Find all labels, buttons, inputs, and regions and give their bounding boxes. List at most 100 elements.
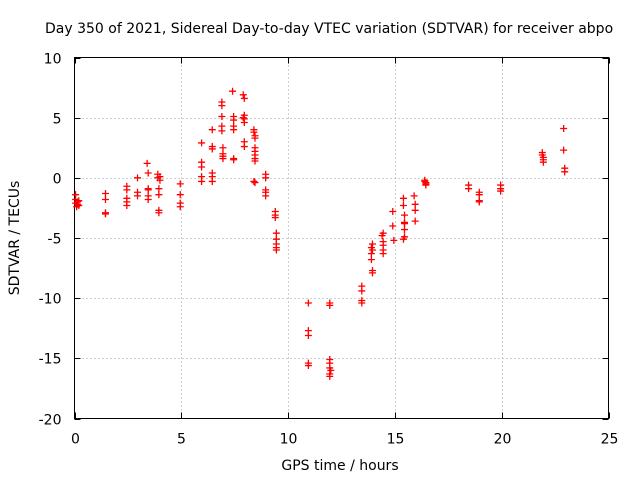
chart-title: Day 350 of 2021, Sidereal Day-to-day VTE… xyxy=(45,21,613,37)
data-point xyxy=(75,202,83,210)
data-point xyxy=(411,206,419,214)
data-point xyxy=(399,235,407,243)
data-point xyxy=(239,114,247,122)
y-tick-label: -10 xyxy=(39,292,62,308)
data-point xyxy=(239,91,247,99)
data-point xyxy=(218,127,226,135)
data-point xyxy=(368,246,376,254)
data-point xyxy=(198,139,206,147)
data-point xyxy=(367,250,375,258)
data-point xyxy=(561,168,569,176)
data-point xyxy=(389,208,397,216)
data-point xyxy=(327,366,335,374)
x-tick-label: 15 xyxy=(387,432,405,448)
data-point xyxy=(219,155,227,163)
data-point xyxy=(379,250,387,258)
data-point xyxy=(198,163,206,171)
data-point xyxy=(304,299,312,307)
data-point xyxy=(123,186,131,194)
data-point xyxy=(250,128,258,136)
data-point xyxy=(208,126,216,134)
data-point xyxy=(101,195,109,203)
x-axis-label: GPS time / hours xyxy=(281,458,398,474)
data-point xyxy=(304,362,312,370)
data-point xyxy=(326,372,334,380)
data-point xyxy=(304,331,312,339)
data-point xyxy=(250,177,258,185)
data-point xyxy=(465,185,473,193)
data-point xyxy=(368,269,376,277)
data-point xyxy=(475,191,483,199)
data-point xyxy=(101,189,109,197)
y-tick-label: 5 xyxy=(53,112,62,128)
y-tick-label: -5 xyxy=(48,232,62,248)
data-point xyxy=(230,156,238,164)
data-point xyxy=(390,236,398,244)
y-tick-label: 0 xyxy=(53,172,62,188)
data-point xyxy=(240,118,248,126)
data-point xyxy=(134,174,142,182)
data-point xyxy=(144,169,152,177)
y-tick-label: -15 xyxy=(39,352,62,368)
data-point xyxy=(176,203,184,211)
data-point xyxy=(240,94,248,102)
data-point xyxy=(358,299,366,307)
data-point xyxy=(219,144,227,152)
data-point xyxy=(401,211,409,219)
y-tick-label: 10 xyxy=(44,52,62,68)
data-point xyxy=(422,181,430,189)
data-point xyxy=(218,112,226,120)
data-point xyxy=(198,177,206,185)
data-point xyxy=(497,187,505,195)
x-tick-label: 0 xyxy=(71,432,80,448)
data-point xyxy=(230,116,238,124)
data-point xyxy=(326,301,334,309)
data-point xyxy=(272,246,280,254)
data-point xyxy=(208,177,216,185)
x-tick-label: 25 xyxy=(601,432,619,448)
data-point xyxy=(539,158,547,166)
data-point xyxy=(156,176,164,184)
grid-layer xyxy=(74,57,609,419)
data-point xyxy=(399,202,407,210)
data-point xyxy=(379,229,387,237)
data-point xyxy=(74,200,82,208)
y-tick-label: -20 xyxy=(39,413,62,429)
data-point xyxy=(251,134,259,142)
data-point xyxy=(262,192,270,200)
y-axis-label: SDTVAR / TECUs xyxy=(7,181,23,296)
data-point xyxy=(389,222,397,230)
data-point xyxy=(560,146,568,154)
data-point xyxy=(144,195,152,203)
data-point xyxy=(262,174,270,182)
data-point xyxy=(123,202,131,210)
data-point xyxy=(399,194,407,202)
data-point xyxy=(176,191,184,199)
ticks-layer: 0 5 10 15 20 25 -20 -15 -10 -5 0 5 10 xyxy=(39,52,619,448)
data-point xyxy=(411,200,419,208)
x-tick-label: 20 xyxy=(494,432,512,448)
data-point xyxy=(218,102,226,110)
data-point xyxy=(155,191,163,199)
points-layer xyxy=(72,87,569,380)
data-point xyxy=(143,159,151,167)
data-point xyxy=(101,210,109,218)
data-point xyxy=(155,185,163,193)
data-point xyxy=(240,143,248,151)
data-point xyxy=(251,179,259,187)
data-point xyxy=(475,198,483,206)
data-point xyxy=(368,240,376,248)
data-point xyxy=(144,186,152,194)
data-point xyxy=(176,180,184,188)
data-point xyxy=(251,157,259,165)
data-point xyxy=(208,145,216,153)
data-point xyxy=(401,220,409,228)
data-point xyxy=(271,214,279,222)
data-point xyxy=(367,256,375,264)
data-point xyxy=(560,124,568,132)
x-tick-label: 10 xyxy=(280,432,298,448)
data-point xyxy=(401,226,409,234)
data-point xyxy=(230,126,238,134)
data-point xyxy=(410,192,418,200)
